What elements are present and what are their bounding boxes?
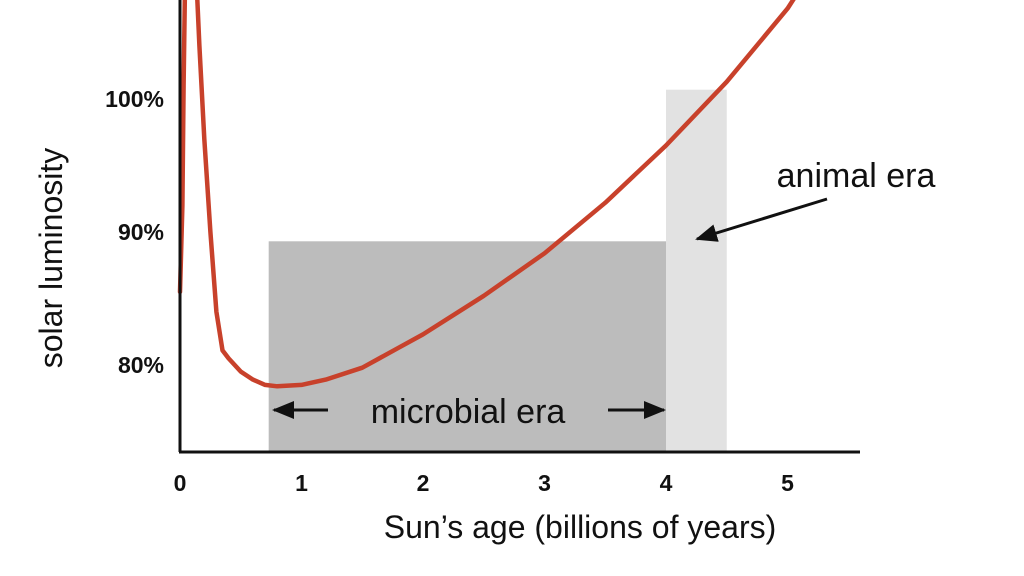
microbial-era-label: microbial era <box>371 393 566 431</box>
x-tick-label: 3 <box>538 470 551 496</box>
region-microbial-era <box>268 241 666 452</box>
x-axis-title: Sun’s age (billions of years) <box>384 509 777 545</box>
region-animal-era <box>666 89 727 452</box>
y-tick-label: 100% <box>105 86 164 112</box>
x-tick-label: 4 <box>660 470 673 496</box>
era-regions <box>268 89 727 452</box>
y-tick-label: 80% <box>118 352 164 378</box>
x-tick-label: 1 <box>295 470 308 496</box>
y-tick-label: 90% <box>118 219 164 245</box>
y-tick-labels: 80% 90% 100% <box>105 86 164 378</box>
series-layer <box>177 0 796 389</box>
x-tick-labels: 0 1 2 3 4 5 <box>174 470 795 496</box>
luminosity-line <box>177 0 796 389</box>
x-tick-label: 5 <box>781 470 794 496</box>
x-tick-label: 0 <box>174 470 187 496</box>
animal-era-label: animal era <box>777 157 936 195</box>
y-axis-title: solar luminosity <box>33 148 69 369</box>
x-tick-label: 2 <box>417 470 430 496</box>
animal-era-arrow <box>695 197 828 242</box>
